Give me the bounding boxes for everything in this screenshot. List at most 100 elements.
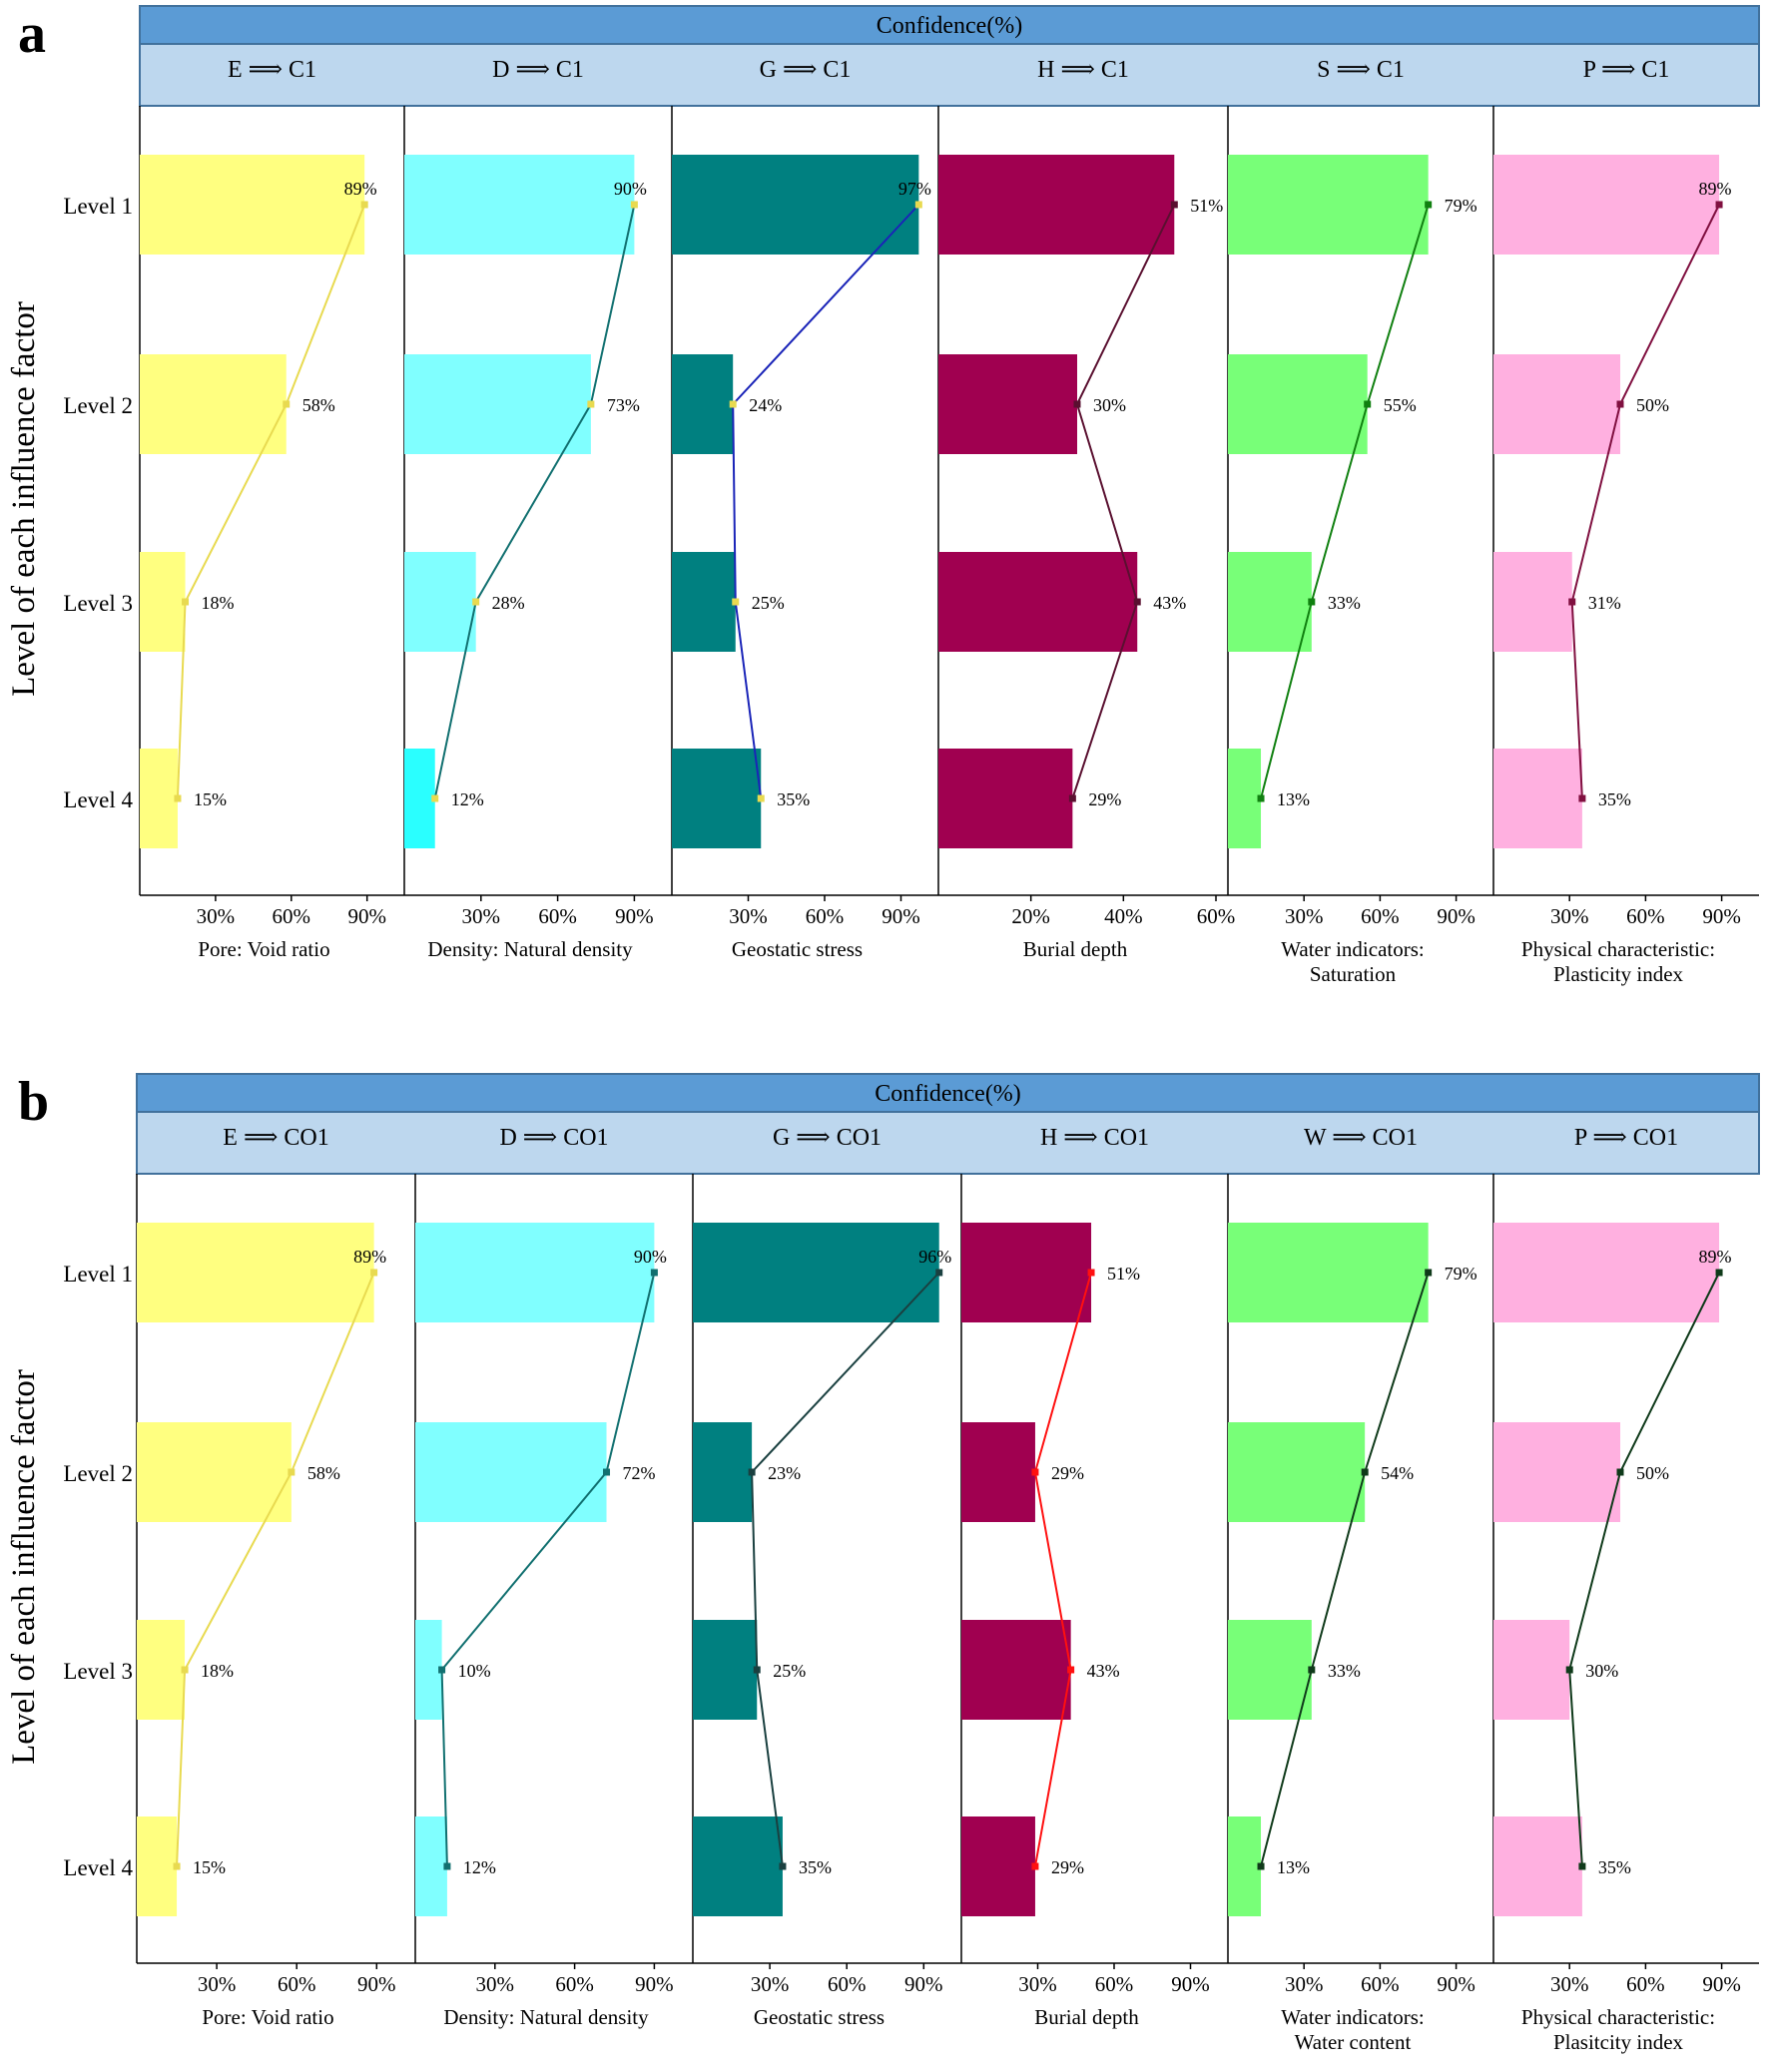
panel-label: b — [18, 1071, 49, 1133]
header-title-band — [139, 5, 1760, 45]
bar-level-3 — [672, 552, 736, 652]
facet-header: D ⟹ C1 — [492, 57, 584, 83]
value-label: 50% — [1636, 1463, 1669, 1483]
bar-level-3 — [693, 1620, 758, 1720]
value-label: 90% — [634, 1247, 667, 1267]
level-label: Level 2 — [63, 393, 133, 418]
marker-level-2 — [748, 1468, 756, 1476]
value-label: 51% — [1190, 196, 1223, 216]
x-axis-label: Water content — [1295, 2030, 1412, 2054]
marker-level-3 — [181, 1666, 189, 1674]
trend-line — [732, 204, 920, 799]
y-axis-label: Level of each influence factor — [6, 301, 42, 697]
value-label: 13% — [1277, 1857, 1310, 1877]
bar-level-2 — [693, 1422, 753, 1522]
bar-level-2 — [1228, 1422, 1366, 1522]
facet-1: E ⟹ C1 89% 58% 18% 15% 30% 60% 90% Pore: Void ra… — [139, 57, 404, 961]
marker-level-1 — [1425, 201, 1433, 209]
value-label: 12% — [451, 789, 484, 809]
value-label: 35% — [1598, 1857, 1631, 1877]
value-label: 97% — [898, 179, 931, 199]
facet-header: S ⟹ C1 — [1317, 57, 1405, 83]
tick-label: 60% — [806, 904, 845, 928]
marker-level-1 — [1425, 1269, 1433, 1277]
value-label: 55% — [1384, 395, 1417, 415]
facet-2: D ⟹ C1 90% 73% 28% 12% 30% 60% 90% Density: Natu… — [403, 57, 672, 961]
value-label: 24% — [749, 395, 782, 415]
bar-level-3 — [415, 1620, 442, 1720]
bar-level-4 — [1228, 1816, 1262, 1916]
trend-line — [1071, 204, 1176, 799]
value-label: 28% — [492, 593, 525, 613]
bar-level-1 — [415, 1223, 655, 1322]
marker-level-2 — [1364, 400, 1372, 408]
marker-level-1 — [650, 1269, 658, 1277]
value-label: 43% — [1087, 1661, 1120, 1681]
tick-label: 30% — [1285, 904, 1324, 928]
trend-line — [1260, 1272, 1430, 1867]
facet-header: H ⟹ C1 — [1037, 57, 1129, 83]
tick-label: 30% — [1285, 1972, 1324, 1996]
tick-label: 60% — [538, 904, 577, 928]
bar-level-4 — [1228, 749, 1262, 848]
level-label: Level 4 — [63, 1855, 133, 1880]
value-label: 35% — [799, 1857, 832, 1877]
tick-label: 40% — [1104, 904, 1143, 928]
facet-3: G ⟹ CO1 96% 23% 25% 35% 30% 60% 90% Geostatic st… — [692, 1125, 961, 2029]
value-label: 43% — [1153, 593, 1186, 613]
facet-header: G ⟹ CO1 — [773, 1125, 882, 1151]
marker-level-3 — [182, 598, 190, 606]
marker-level-4 — [1578, 794, 1586, 802]
trend-line — [1033, 1272, 1093, 1867]
bar-level-1 — [1493, 1223, 1720, 1322]
header-title: Confidence(%) — [875, 1081, 1021, 1107]
bar-level-4 — [1493, 1816, 1582, 1916]
value-label: 10% — [458, 1661, 491, 1681]
marker-level-4 — [431, 794, 439, 802]
facet-6: P ⟹ CO1 89% 50% 30% 35% 30% 60% 90% Physical cha… — [1492, 1125, 1759, 2054]
marker-level-4 — [1257, 794, 1265, 802]
value-label: 89% — [344, 179, 377, 199]
bar-level-1 — [1493, 155, 1720, 255]
tick-label: 30% — [197, 904, 236, 928]
trend-line — [751, 1272, 940, 1867]
bar-level-2 — [415, 1422, 607, 1522]
marker-level-2 — [1616, 400, 1624, 408]
value-label: 72% — [623, 1463, 656, 1483]
value-label: 15% — [194, 789, 227, 809]
tick-label: 30% — [1550, 904, 1589, 928]
tick-label: 90% — [347, 904, 386, 928]
chart-panel-b: b Confidence(%) Level of each influence fa… — [6, 1071, 1760, 2054]
bar-level-4 — [1493, 749, 1582, 848]
bar-level-1 — [1228, 155, 1429, 255]
facet-header: D ⟹ CO1 — [499, 1125, 608, 1151]
bar-level-2 — [672, 354, 734, 454]
value-label: 90% — [614, 179, 647, 199]
bar-level-4 — [415, 1816, 447, 1916]
x-axis-label: Plasticity index — [1553, 962, 1684, 986]
marker-level-2 — [729, 400, 737, 408]
facet-5: W ⟹ CO1 79% 54% 33% 13% 30% 60% 90% Water indica… — [1227, 1125, 1493, 2054]
marker-level-3 — [1067, 1666, 1075, 1674]
marker-level-3 — [438, 1666, 446, 1674]
bar-level-2 — [404, 354, 591, 454]
x-axis-label: Pore: Void ratio — [202, 2005, 333, 2029]
marker-level-1 — [1715, 1269, 1723, 1277]
tick-label: 30% — [462, 904, 501, 928]
tick-label: 90% — [357, 1972, 396, 1996]
value-label: 25% — [752, 593, 785, 613]
tick-label: 90% — [882, 904, 920, 928]
value-label: 18% — [202, 593, 235, 613]
facet-2: D ⟹ CO1 90% 72% 10% 12% 30% 60% 90% Density: Nat… — [414, 1125, 693, 2029]
bar-level-1 — [672, 155, 919, 255]
trend-line — [1260, 204, 1430, 799]
x-axis-label: Pore: Void ratio — [198, 937, 329, 961]
marker-level-2 — [288, 1468, 295, 1476]
value-label: 25% — [773, 1661, 806, 1681]
bar-level-2 — [938, 354, 1077, 454]
x-axis-label: Plasitcity index — [1553, 2030, 1684, 2054]
marker-level-4 — [443, 1862, 451, 1870]
tick-label: 90% — [615, 904, 654, 928]
facet-header: E ⟹ C1 — [228, 57, 316, 83]
tick-label: 30% — [751, 1972, 790, 1996]
